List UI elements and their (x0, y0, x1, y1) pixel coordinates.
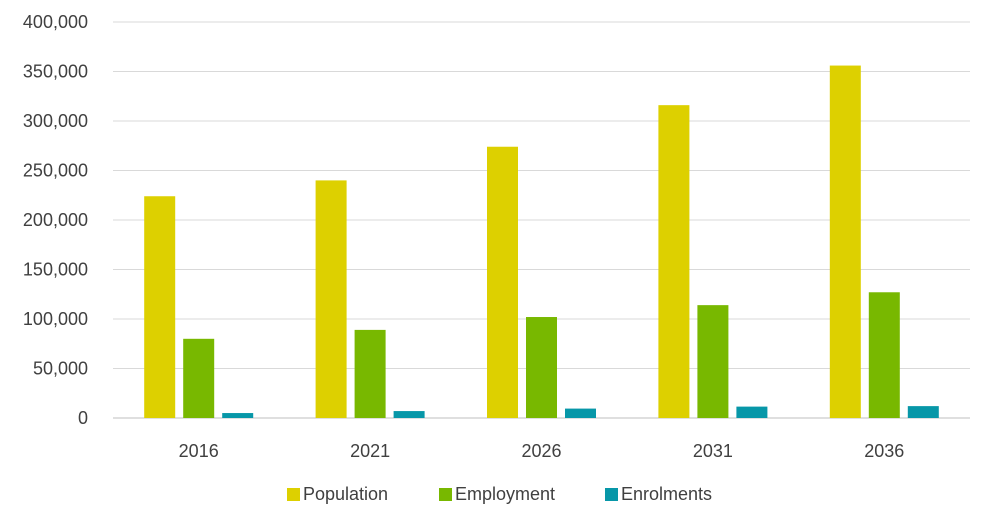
y-tick-label: 350,000 (23, 62, 88, 82)
bar-population-2016 (144, 196, 176, 418)
bar-enrolments-2031 (736, 406, 768, 418)
legend-swatch-employment (439, 488, 452, 501)
bar-population-2021 (315, 180, 347, 418)
gridlines (113, 21, 970, 419)
bar-employment-2031 (697, 305, 729, 418)
y-tick-label: 0 (78, 408, 88, 428)
bar-employment-2021 (354, 329, 386, 418)
bar-enrolments-2016 (222, 413, 254, 418)
bars (144, 65, 939, 419)
x-tick-label: 2021 (350, 441, 390, 461)
bar-employment-2036 (868, 292, 900, 418)
y-tick-label: 300,000 (23, 111, 88, 131)
legend-label-employment: Employment (455, 484, 555, 504)
bar-population-2031 (658, 105, 690, 418)
bar-enrolments-2021 (393, 411, 425, 418)
legend-swatch-population (287, 488, 300, 501)
x-tick-label: 2016 (179, 441, 219, 461)
bar-enrolments-2026 (565, 408, 596, 418)
legend-label-population: Population (303, 484, 388, 504)
bar-enrolments-2036 (907, 406, 939, 418)
bar-employment-2026 (526, 317, 557, 418)
y-tick-label: 50,000 (33, 359, 88, 379)
y-tick-label: 150,000 (23, 260, 88, 280)
y-tick-label: 200,000 (23, 210, 88, 230)
bar-employment-2016 (183, 338, 215, 418)
y-tick-label: 250,000 (23, 161, 88, 181)
legend-label-enrolments: Enrolments (621, 484, 712, 504)
x-tick-label: 2031 (693, 441, 733, 461)
x-tick-label: 2026 (521, 441, 561, 461)
x-axis-tick-labels: 2016 2021 2026 2031 2036 (179, 441, 905, 461)
bar-population-2036 (829, 65, 861, 418)
legend-swatch-enrolments (605, 488, 618, 501)
x-tick-label: 2036 (864, 441, 904, 461)
bar-population-2026 (487, 146, 518, 419)
y-tick-label: 400,000 (23, 12, 88, 32)
y-tick-label: 100,000 (23, 309, 88, 329)
legend: Population Employment Enrolments (287, 484, 712, 504)
y-axis-tick-labels: 0 50,000 100,000 150,000 200,000 250,000 300,0… (23, 12, 88, 428)
